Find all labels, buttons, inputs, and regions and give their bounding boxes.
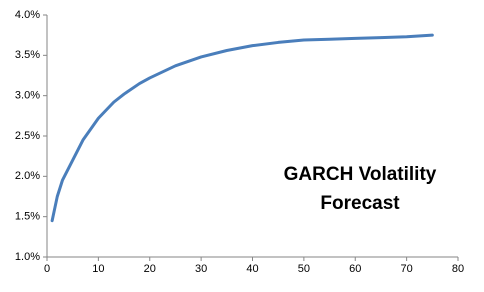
x-tick-label: 60 bbox=[349, 263, 361, 275]
y-tick-label: 2.5% bbox=[15, 130, 40, 142]
x-tick-label: 40 bbox=[246, 263, 258, 275]
x-tick-label: 70 bbox=[401, 263, 413, 275]
y-tick-label: 1.5% bbox=[15, 211, 40, 223]
x-tick-label: 20 bbox=[144, 263, 156, 275]
y-tick-label: 4.0% bbox=[15, 9, 40, 21]
data-line bbox=[50, 33, 434, 223]
x-tick-label: 10 bbox=[92, 263, 104, 275]
x-tick-label: 0 bbox=[44, 263, 50, 275]
x-tick-label: 30 bbox=[195, 263, 207, 275]
y-tick-label: 3.0% bbox=[15, 90, 40, 102]
annotation: GARCH Volatility Forecast bbox=[283, 164, 437, 214]
x-tick-label: 50 bbox=[298, 263, 310, 275]
x-tick-label: 80 bbox=[452, 263, 464, 275]
y-tick-label: 3.5% bbox=[15, 49, 40, 61]
y-tick-label: 1.0% bbox=[15, 251, 40, 263]
y-tick-label: 2.0% bbox=[15, 170, 40, 182]
